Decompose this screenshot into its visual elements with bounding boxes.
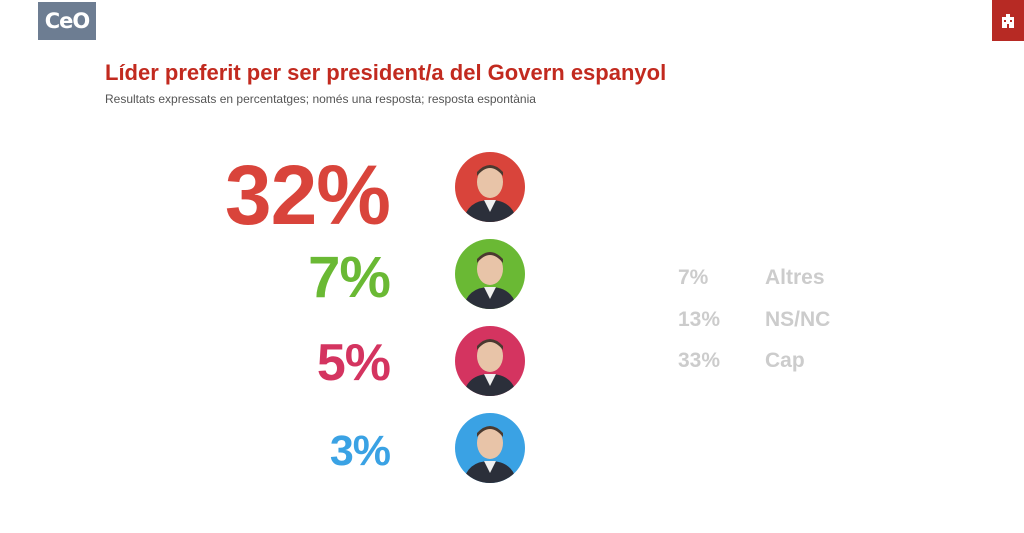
leader-portrait-icon bbox=[455, 326, 525, 396]
chart-subtitle: Resultats expressats en percentatges; no… bbox=[105, 92, 536, 106]
other-category-label: NS/NC bbox=[765, 308, 831, 331]
other-percentage: 7% bbox=[678, 266, 709, 289]
leader-percentage: 5% bbox=[316, 334, 391, 392]
leader-percentage: 32% bbox=[224, 148, 391, 242]
leader-portrait-icon bbox=[455, 152, 525, 222]
leader-portrait-icon bbox=[455, 239, 525, 309]
other-percentage: 13% bbox=[678, 308, 721, 331]
leader-percentage: 3% bbox=[329, 427, 391, 475]
menu-tab-button[interactable] bbox=[992, 0, 1024, 41]
ceo-logo: CeO bbox=[38, 2, 96, 40]
leader-percentage: 7% bbox=[308, 245, 391, 310]
other-percentage: 33% bbox=[678, 349, 721, 372]
leader-portrait-icon bbox=[455, 413, 525, 483]
building-icon bbox=[1002, 13, 1014, 28]
chart-title: Líder preferit per ser president/a del G… bbox=[105, 60, 667, 85]
other-category-label: Cap bbox=[765, 349, 805, 372]
other-category-label: Altres bbox=[765, 266, 825, 289]
logo-text: CeO bbox=[44, 9, 91, 33]
